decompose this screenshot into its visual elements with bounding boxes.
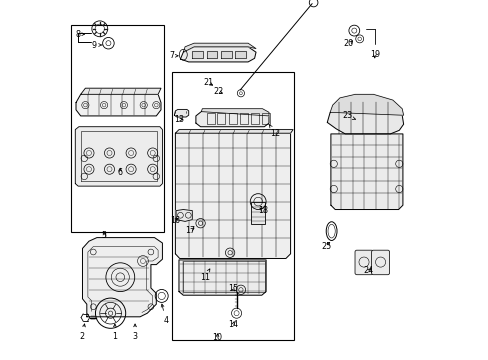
Text: 3: 3 — [132, 324, 137, 341]
Text: 10: 10 — [212, 333, 222, 342]
Text: 5: 5 — [102, 231, 106, 240]
Bar — [229, 113, 237, 124]
Text: 23: 23 — [341, 111, 355, 120]
Bar — [250, 202, 265, 224]
Bar — [182, 261, 264, 292]
Bar — [250, 113, 258, 124]
Polygon shape — [176, 210, 192, 221]
Polygon shape — [192, 51, 203, 58]
Text: 19: 19 — [369, 50, 379, 59]
Polygon shape — [81, 88, 161, 94]
FancyBboxPatch shape — [371, 250, 389, 275]
Polygon shape — [221, 51, 231, 58]
Text: 8: 8 — [76, 30, 84, 39]
Polygon shape — [329, 94, 403, 115]
Bar — [206, 113, 214, 124]
Polygon shape — [75, 127, 162, 186]
Text: 17: 17 — [185, 226, 195, 235]
FancyBboxPatch shape — [354, 250, 372, 275]
Polygon shape — [179, 260, 265, 295]
Polygon shape — [326, 101, 403, 134]
Polygon shape — [235, 51, 246, 58]
Text: 20: 20 — [343, 40, 353, 49]
Polygon shape — [180, 47, 256, 62]
Polygon shape — [201, 109, 268, 116]
Text: 2: 2 — [79, 324, 85, 341]
Bar — [240, 113, 247, 124]
Text: 16: 16 — [170, 216, 180, 225]
Polygon shape — [76, 94, 161, 116]
Bar — [261, 113, 269, 124]
Polygon shape — [330, 134, 402, 210]
Polygon shape — [206, 51, 217, 58]
Polygon shape — [183, 43, 256, 52]
Text: 15: 15 — [227, 284, 238, 293]
Bar — [71, 25, 163, 232]
Text: 9: 9 — [91, 40, 102, 49]
Bar — [217, 113, 225, 124]
Text: 12: 12 — [269, 125, 280, 138]
Polygon shape — [175, 133, 290, 258]
Text: 4: 4 — [161, 304, 168, 325]
Bar — [171, 72, 294, 340]
Text: 18: 18 — [258, 206, 268, 215]
Polygon shape — [175, 130, 292, 133]
Text: 1: 1 — [112, 324, 117, 341]
Polygon shape — [174, 109, 188, 117]
Text: 7: 7 — [169, 51, 178, 60]
Polygon shape — [196, 112, 268, 127]
Text: 13: 13 — [174, 115, 183, 124]
Text: 14: 14 — [227, 320, 238, 329]
Text: 21: 21 — [203, 78, 213, 87]
Text: 24: 24 — [363, 266, 373, 275]
Polygon shape — [82, 238, 162, 317]
Text: 6: 6 — [118, 168, 122, 177]
Text: 11: 11 — [200, 269, 209, 282]
Text: 22: 22 — [213, 87, 223, 96]
Text: 25: 25 — [321, 242, 331, 251]
